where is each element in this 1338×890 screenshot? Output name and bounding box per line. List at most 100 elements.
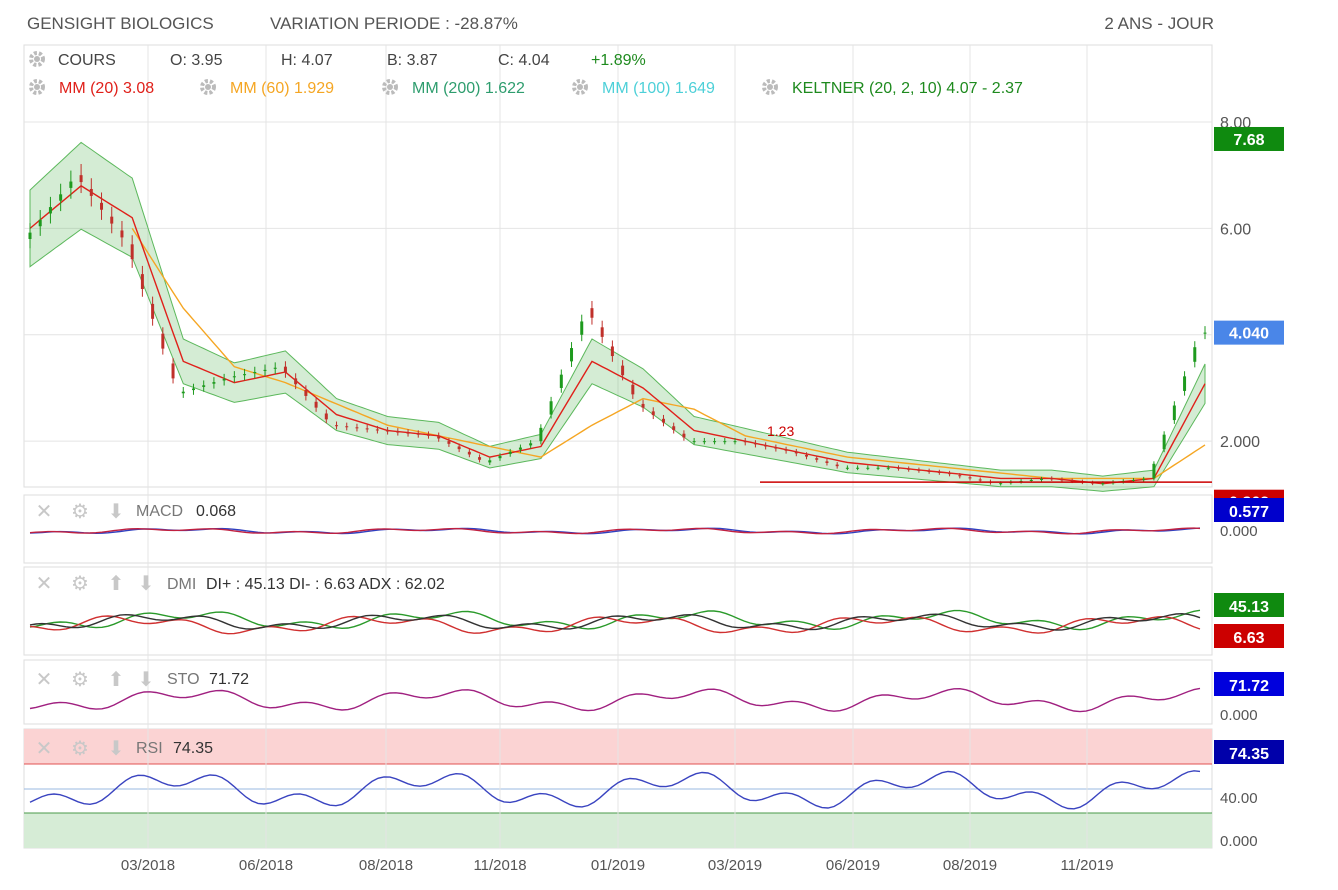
candle-body — [518, 447, 522, 450]
period-label[interactable]: 2 ANS - JOUR — [1104, 14, 1214, 33]
sto-badge-bg — [1214, 672, 1284, 696]
candle-body — [1183, 376, 1187, 391]
candle-body — [457, 446, 461, 450]
candle-body — [498, 456, 502, 459]
candle-body — [1040, 478, 1044, 480]
rsi-value: 74.35 — [173, 740, 213, 757]
sub-panels: ✕ ⚙ ⬇ ✕ ⚙ ⬆ ⬇ ✕ ⚙ ⬆ ⬇ ✕ ⚙ ⬇ — [29, 501, 1201, 810]
x-tick-label: 06/2019 — [826, 857, 880, 874]
gear-icon — [382, 79, 398, 95]
grid — [23, 44, 1213, 849]
close-icon[interactable]: ✕ — [36, 738, 53, 760]
gear-icon[interactable]: ⚙ — [71, 738, 89, 760]
dmi-badge1-bg — [1214, 593, 1284, 617]
arrow-down-icon[interactable]: ⬇ — [138, 669, 155, 691]
candle-body — [917, 469, 921, 471]
candle-body — [212, 382, 216, 384]
candle-body — [600, 327, 604, 337]
candle-body — [845, 467, 849, 469]
candle-body — [69, 181, 73, 188]
x-tick-label: 11/2018 — [473, 857, 526, 874]
price-tick-label: 2.000 — [1220, 434, 1260, 451]
candle-body — [784, 449, 788, 451]
candle-body — [856, 467, 860, 469]
candle-body — [621, 365, 625, 376]
candle-body — [610, 346, 614, 357]
candle-body — [508, 451, 512, 454]
candle-body — [805, 454, 809, 457]
candle-body — [1050, 478, 1054, 480]
candle-body — [1193, 347, 1197, 362]
indicator-label: MM (60) 1.929 — [230, 80, 334, 97]
sto-label: STO — [167, 671, 200, 688]
dmi-badge-diplus: 45.13 — [1229, 599, 1269, 616]
candle-body — [539, 427, 543, 442]
candle-body — [324, 413, 328, 420]
candle-body — [733, 441, 737, 443]
candle-body — [682, 433, 686, 438]
macd-badge: 0.577 — [1229, 504, 1269, 521]
adx-line — [29, 612, 1201, 631]
change-value: +1.89% — [591, 52, 646, 69]
arrow-down-icon[interactable]: ⬇ — [108, 501, 125, 523]
candle-body — [1070, 480, 1074, 482]
dmi-badge-diminus: 6.63 — [1233, 630, 1264, 647]
rsi-line — [29, 770, 1201, 810]
candle-body — [570, 348, 574, 362]
arrow-up-icon[interactable]: ⬆ — [108, 573, 125, 595]
candle-body — [426, 434, 430, 436]
candle-body — [937, 472, 941, 474]
arrow-down-icon[interactable]: ⬇ — [138, 573, 155, 595]
dmi-minus-line — [29, 615, 1201, 635]
candle-body — [365, 428, 369, 430]
gear-ring — [762, 79, 778, 95]
rsi-tick-0: 0.000 — [1220, 833, 1258, 850]
open-value: O: 3.95 — [170, 52, 223, 69]
candle-body — [222, 378, 226, 381]
candle-body — [692, 441, 696, 443]
gear-icon[interactable]: ⚙ — [71, 573, 89, 595]
high-value: H: 4.07 — [281, 52, 333, 69]
close-icon[interactable]: ✕ — [36, 669, 53, 691]
candle-body — [549, 401, 553, 415]
candle-body — [161, 333, 165, 349]
candle-body — [345, 426, 349, 428]
close-icon[interactable]: ✕ — [36, 501, 53, 523]
low-value: B: 3.87 — [387, 52, 438, 69]
gear-icon[interactable] — [29, 51, 45, 67]
price-marker-bg — [1214, 320, 1284, 345]
candle-body — [835, 464, 839, 467]
x-tick-label: 06/2018 — [239, 857, 293, 874]
cours-label: COURS — [58, 52, 116, 69]
candle-body — [79, 175, 83, 183]
close-icon[interactable]: ✕ — [36, 573, 53, 595]
candle-body — [559, 374, 563, 388]
candle-body — [631, 384, 635, 395]
candle-body — [815, 458, 819, 460]
gear-icon — [572, 79, 588, 95]
dmi-value: DI+ : 45.13 DI- : 6.63 ADX : 62.02 — [206, 576, 445, 593]
candle-body — [48, 207, 52, 214]
arrow-up-icon[interactable]: ⬆ — [108, 669, 125, 691]
gear-hub — [577, 84, 583, 90]
price-marker: 4.040 — [1229, 326, 1269, 343]
arrow-down-icon[interactable]: ⬇ — [108, 738, 125, 760]
candle-body — [713, 441, 717, 443]
candle-body — [447, 441, 451, 444]
candle-body — [774, 447, 778, 449]
rsi-tick-40: 40.00 — [1220, 790, 1258, 807]
gear-icon — [29, 79, 45, 95]
candle-body — [355, 427, 359, 429]
x-tick-label: 11/2019 — [1060, 857, 1113, 874]
dmi-badge2-bg — [1214, 624, 1284, 648]
candle-body — [1162, 434, 1166, 450]
gear-hub — [34, 84, 40, 90]
gear-icon[interactable]: ⚙ — [71, 669, 89, 691]
candle-body — [886, 467, 890, 469]
gear-icon[interactable]: ⚙ — [71, 501, 89, 523]
mm20-line — [29, 184, 1206, 485]
candle-body — [140, 274, 144, 290]
candle-body — [130, 244, 134, 260]
dmi-label: DMI — [167, 576, 196, 593]
candle-body — [335, 425, 339, 427]
